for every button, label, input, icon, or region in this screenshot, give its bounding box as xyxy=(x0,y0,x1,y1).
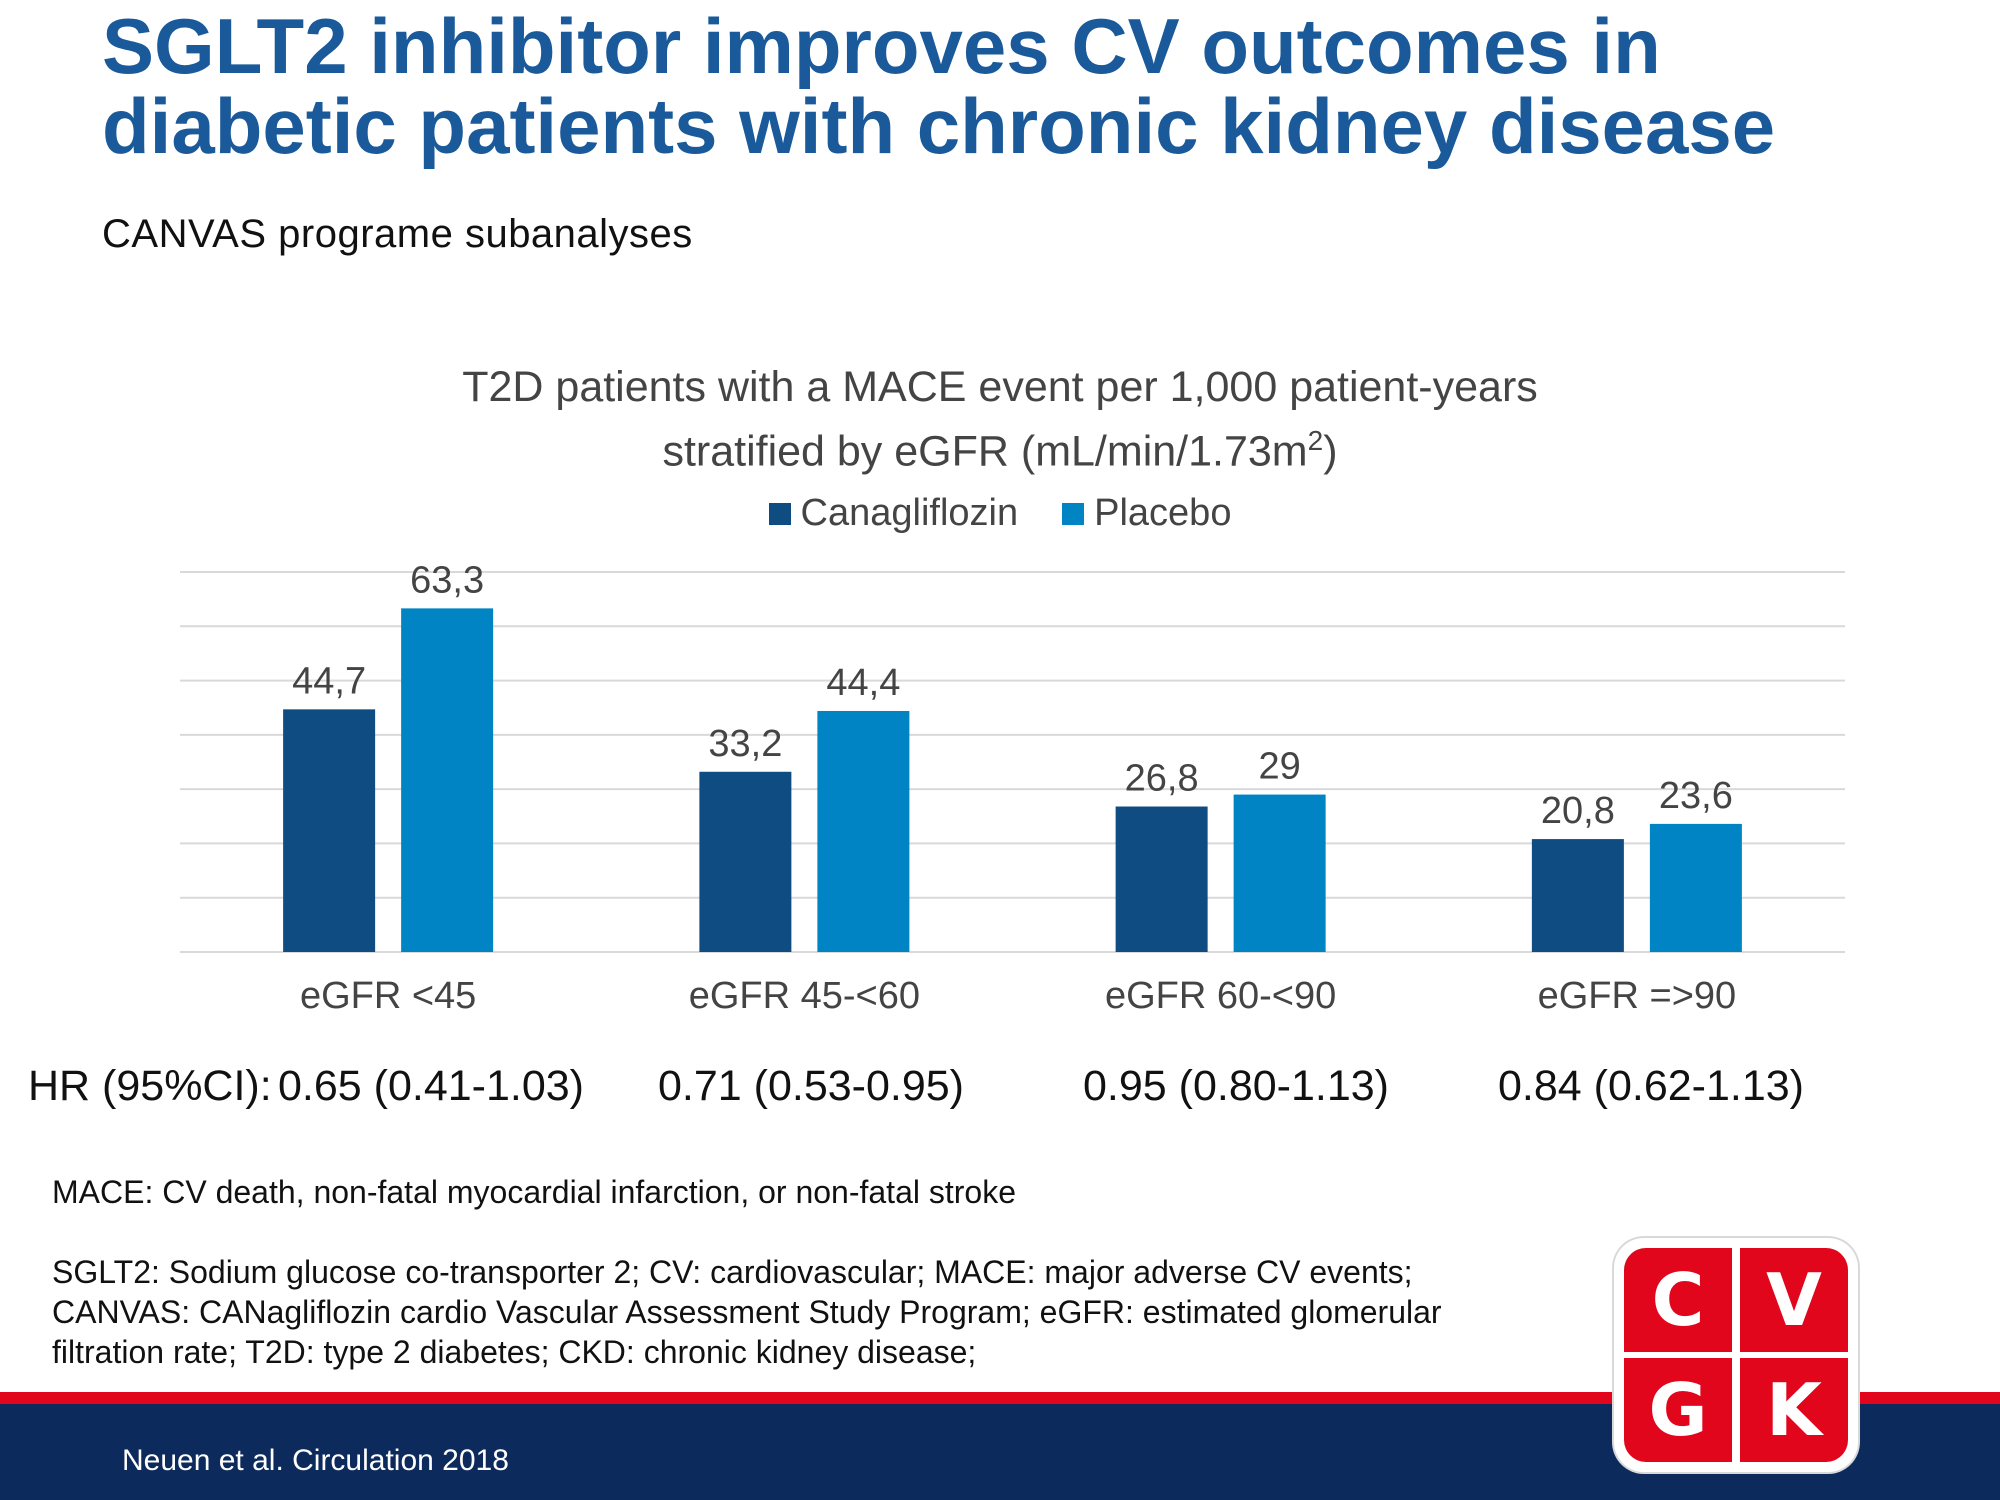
legend-item-placebo: Placebo xyxy=(1062,492,1231,535)
data-label: 44,7 xyxy=(292,660,366,702)
x-tick-label: eGFR 45-<60 xyxy=(689,975,920,1017)
legend-swatch-placebo xyxy=(1062,502,1085,525)
slide-title: SGLT2 inhibitor improves CV outcomes in … xyxy=(102,6,1962,166)
footnote-abbreviations-line-2: CANVAS: CANagliflozin cardio Vascular As… xyxy=(52,1294,1442,1330)
slide-title-line-1: SGLT2 inhibitor improves CV outcomes in xyxy=(102,2,1661,90)
data-label: 63,3 xyxy=(410,559,484,601)
chart-title-superscript: 2 xyxy=(1307,425,1324,456)
hr-value-egfr-ge90: 0.84 (0.62-1.13) xyxy=(1498,1062,1804,1110)
footnote-abbreviations-line-3: filtration rate; T2D: type 2 diabetes; C… xyxy=(52,1334,977,1370)
chart-title-line-1: T2D patients with a MACE event per 1,000… xyxy=(462,363,1538,411)
legend-item-canagliflozin: Canagliflozin xyxy=(768,492,1019,535)
hr-value-egfr-60-90: 0.95 (0.80-1.13) xyxy=(1083,1062,1389,1110)
citation: Neuen et al. Circulation 2018 xyxy=(122,1444,509,1477)
legend-label-placebo: Placebo xyxy=(1094,492,1232,534)
logo-letter-v: V xyxy=(1740,1248,1848,1352)
hr-value-egfr-lt45: 0.65 (0.41-1.03) xyxy=(278,1062,584,1110)
chart-title-line-2-end: ) xyxy=(1323,427,1338,476)
slide-title-line-2: diabetic patients with chronic kidney di… xyxy=(102,82,1776,170)
bar-canagliflozin xyxy=(1115,806,1208,952)
bar-placebo xyxy=(1649,823,1742,952)
footnote-mace: MACE: CV death, non-fatal myocardial inf… xyxy=(52,1174,1016,1210)
chart-legend: Canagliflozin Placebo xyxy=(0,492,2000,535)
data-label: 29 xyxy=(1258,746,1300,788)
logo-letter-c: C xyxy=(1624,1248,1732,1352)
logo-letter-g: G xyxy=(1624,1358,1732,1462)
data-label: 44,4 xyxy=(826,662,900,704)
data-label: 33,2 xyxy=(708,723,782,765)
chart-title-line-2: stratified by eGFR (mL/min/1.73m2) xyxy=(0,414,2000,478)
data-label: 23,6 xyxy=(1659,775,1733,817)
x-tick-label: eGFR =>90 xyxy=(1538,975,1737,1017)
hr-prefix: HR (95%CI): xyxy=(28,1062,272,1110)
chart-title: T2D patients with a MACE event per 1,000… xyxy=(0,360,2000,478)
bar-canagliflozin xyxy=(699,771,792,952)
x-tick-label: eGFR 60-<90 xyxy=(1105,975,1336,1017)
data-label: 26,8 xyxy=(1125,758,1199,800)
bar-canagliflozin xyxy=(1531,839,1624,952)
bar-placebo xyxy=(401,608,494,952)
data-label: 20,8 xyxy=(1541,790,1615,832)
cvgk-logo: C V G K xyxy=(1614,1238,1858,1472)
bar-canagliflozin xyxy=(283,709,376,952)
bar-placebo xyxy=(1233,794,1326,952)
legend-label-canagliflozin: Canagliflozin xyxy=(800,492,1019,534)
logo-letter-k: K xyxy=(1740,1358,1848,1462)
chart-title-line-2-text: stratified by eGFR (mL/min/1.73m xyxy=(662,427,1308,476)
x-tick-label: eGFR <45 xyxy=(300,975,476,1017)
slide-subtitle: CANVAS programe subanalyses xyxy=(102,212,693,256)
bar-placebo xyxy=(817,710,910,952)
bar-chart: 44,7 63,3 eGFR <45 33,2 44,4 eGFR 45-<60 26,8 2… xyxy=(180,559,1845,1017)
footer-red-stripe xyxy=(0,1392,2000,1404)
footnote-abbreviations: SGLT2: Sodium glucose co-transporter 2; … xyxy=(52,1252,1442,1372)
footnote-abbreviations-line-1: SGLT2: Sodium glucose co-transporter 2; … xyxy=(52,1254,1413,1290)
legend-swatch-canagliflozin xyxy=(768,502,791,525)
hr-value-egfr-45-60: 0.71 (0.53-0.95) xyxy=(658,1062,964,1110)
